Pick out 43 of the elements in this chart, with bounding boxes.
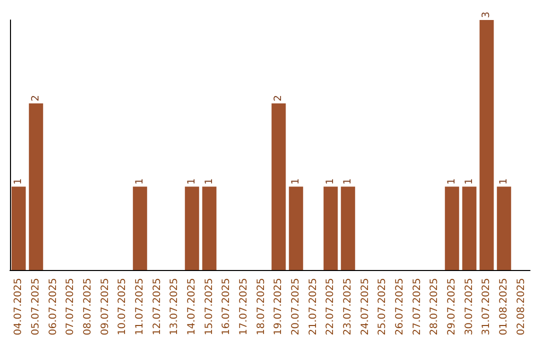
x-tick-label: 24.07.2025 <box>360 278 371 336</box>
x-tick-label: 05.07.2025 <box>30 278 42 336</box>
x-tick-label: 12.07.2025 <box>152 278 163 336</box>
x-tick-label: 19.07.2025 <box>273 278 284 336</box>
x-tick-label: 06.07.2025 <box>48 278 59 336</box>
x-tick-label: 21.07.2025 <box>308 278 319 336</box>
data-label: 1 <box>325 178 336 185</box>
data-label: 3 <box>481 12 492 18</box>
x-tick-label: 23.07.2025 <box>342 278 354 336</box>
x-tick-label: 13.07.2025 <box>169 278 180 336</box>
data-label: 1 <box>446 178 458 185</box>
x-tick-label: 04.07.2025 <box>13 278 24 336</box>
data-label: 1 <box>342 178 354 185</box>
x-tick-label: 01.08.2025 <box>498 278 510 336</box>
x-tick-label: 25.07.2025 <box>377 278 388 336</box>
x-tick-label: 15.07.2025 <box>204 278 215 336</box>
x-tick-label: 10.07.2025 <box>117 278 128 336</box>
x-tick-label: 20.07.2025 <box>290 278 302 336</box>
data-label: 1 <box>13 178 24 185</box>
x-tick-label: 14.07.2025 <box>186 278 198 336</box>
data-label: 1 <box>134 178 146 185</box>
x-tick-label: 29.07.2025 <box>446 278 458 336</box>
x-tick-label: 09.07.2025 <box>100 278 111 336</box>
data-label: 2 <box>30 94 42 102</box>
x-tick-label: 26.07.2025 <box>394 278 406 336</box>
x-tick-label: 30.07.2025 <box>464 278 475 336</box>
x-tick-label: 17.07.2025 <box>238 278 250 336</box>
data-label: 1 <box>498 178 510 185</box>
data-label: 1 <box>290 178 302 185</box>
x-tick-label: 31.07.2025 <box>481 278 492 336</box>
x-tick-label: 11.07.2025 <box>134 278 146 336</box>
x-tick-label: 22.07.2025 <box>325 278 336 336</box>
x-tick-label: 28.07.2025 <box>429 278 440 336</box>
data-label: 1 <box>186 178 198 185</box>
x-tick-label: 02.08.2025 <box>516 278 527 336</box>
data-label: 1 <box>464 178 475 185</box>
x-tick-label: 16.07.2025 <box>221 278 232 336</box>
x-tick-label: 07.07.2025 <box>65 278 76 336</box>
x-tick-label: 08.07.2025 <box>82 278 94 336</box>
x-tick-label: 18.07.2025 <box>256 278 267 336</box>
data-label: 2 <box>273 94 284 102</box>
x-tick-label: 27.07.2025 <box>412 278 423 336</box>
data-label: 1 <box>204 178 215 185</box>
